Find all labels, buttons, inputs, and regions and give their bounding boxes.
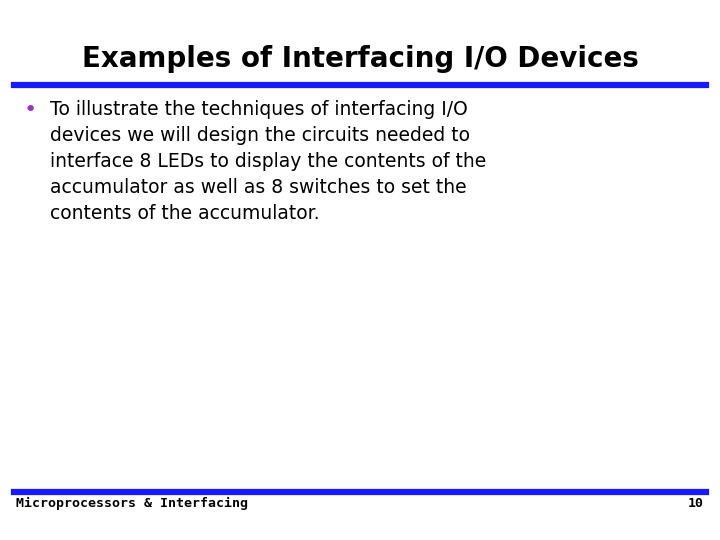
Text: To illustrate the techniques of interfacing I/O: To illustrate the techniques of interfac… bbox=[50, 100, 468, 119]
Text: contents of the accumulator.: contents of the accumulator. bbox=[50, 204, 320, 223]
Text: interface 8 LEDs to display the contents of the: interface 8 LEDs to display the contents… bbox=[50, 152, 486, 171]
Text: Examples of Interfacing I/O Devices: Examples of Interfacing I/O Devices bbox=[81, 45, 639, 73]
Text: •: • bbox=[23, 100, 37, 120]
Text: devices we will design the circuits needed to: devices we will design the circuits need… bbox=[50, 126, 470, 145]
Text: Microprocessors & Interfacing: Microprocessors & Interfacing bbox=[16, 497, 248, 510]
Text: 10: 10 bbox=[688, 497, 704, 510]
Text: accumulator as well as 8 switches to set the: accumulator as well as 8 switches to set… bbox=[50, 178, 467, 197]
